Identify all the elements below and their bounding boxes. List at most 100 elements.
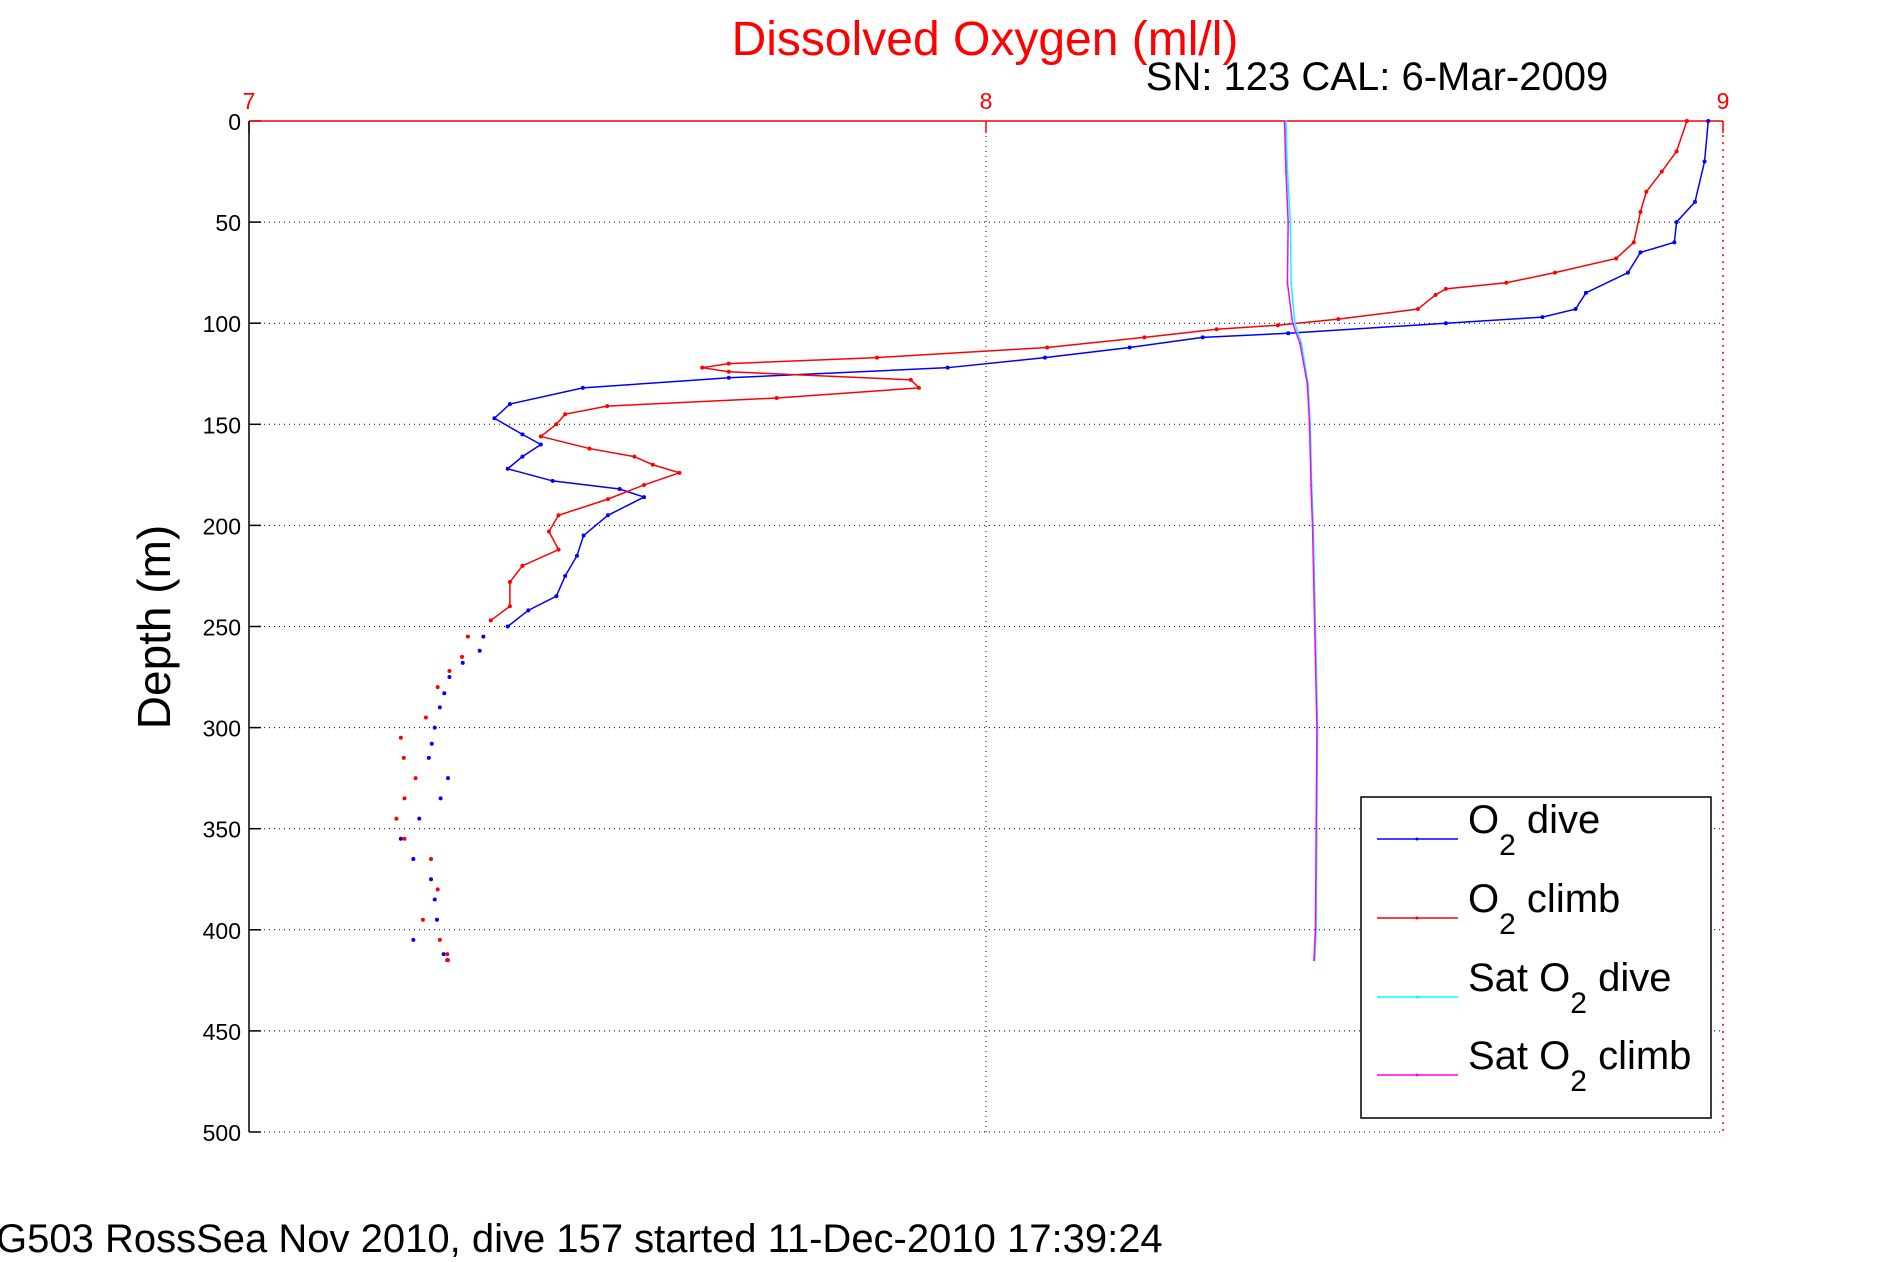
legend-marker [1415, 1073, 1419, 1077]
data-point [1142, 335, 1147, 340]
data-point [447, 668, 452, 673]
y-tick-label: 350 [203, 817, 241, 843]
y-tick-label: 0 [228, 109, 241, 135]
data-point [437, 705, 442, 710]
data-point [1286, 331, 1291, 336]
data-point [1284, 120, 1287, 122]
data-point [587, 446, 592, 451]
data-point [411, 937, 416, 942]
y-tick-label: 150 [203, 412, 241, 438]
data-point [438, 796, 443, 801]
footer-text: G503 RossSea Nov 2010, dive 157 started … [0, 1217, 1163, 1261]
data-point [420, 917, 425, 922]
data-point [1298, 342, 1301, 345]
data-point [1659, 169, 1664, 174]
data-point [488, 618, 493, 623]
data-point [520, 563, 525, 568]
data-point [481, 634, 486, 639]
data-point [1283, 120, 1286, 122]
series-line [1283, 120, 1318, 961]
series-sat-o2-dive [1284, 120, 1319, 962]
x-tick-label: 7 [243, 88, 256, 114]
data-point [916, 385, 921, 390]
data-point [605, 404, 610, 409]
data-point [432, 725, 437, 730]
data-point [442, 691, 447, 696]
data-point [580, 385, 585, 390]
data-point [423, 715, 428, 720]
data-point [1674, 149, 1679, 154]
data-point [554, 422, 559, 427]
data-point [538, 442, 543, 447]
data-point [411, 857, 416, 862]
data-point [429, 741, 434, 746]
series-o2-dive [398, 119, 1711, 963]
data-point [434, 917, 439, 922]
data-point [441, 952, 446, 957]
data-point [1290, 281, 1293, 284]
data-point [1552, 270, 1557, 275]
data-point [435, 887, 440, 892]
data-point [1291, 322, 1294, 325]
data-point [1644, 189, 1649, 194]
data-point [1443, 286, 1448, 291]
data-point [1443, 321, 1448, 326]
axes: 0 50 100 150 200 250 300 350 400 450 500 7 8 9 [203, 88, 1730, 1146]
data-point [574, 553, 579, 558]
legend-label: Sat O2 dive [1468, 956, 1671, 1020]
series-sat-o2-climb [1283, 120, 1318, 962]
data-point [1127, 345, 1132, 350]
data-point [394, 816, 399, 821]
legend-label-part: 2 [1570, 987, 1587, 1020]
data-point [563, 573, 568, 578]
legend-box [1360, 796, 1712, 1119]
data-point [1313, 625, 1316, 628]
series-group [394, 119, 1711, 963]
legend-label-part: Sat O [1468, 1034, 1570, 1078]
data-point [1504, 280, 1509, 285]
data-point [1286, 281, 1289, 284]
data-point [1631, 240, 1636, 245]
data-point [908, 377, 913, 382]
data-point [1684, 119, 1689, 123]
y-tick-label: 500 [203, 1120, 241, 1146]
data-point [1672, 240, 1677, 245]
legend-marker [1415, 837, 1419, 841]
data-point [459, 654, 464, 659]
data-point [546, 529, 551, 534]
legend-label-part: climb [1587, 1034, 1691, 1078]
data-point [460, 660, 465, 665]
data-point [417, 816, 422, 821]
data-point [605, 497, 610, 502]
data-point [650, 462, 655, 467]
data-point [1311, 524, 1314, 527]
grid [249, 121, 1723, 1133]
data-point [1702, 159, 1707, 164]
data-point [581, 533, 586, 538]
data-point [520, 454, 525, 459]
data-point [1315, 726, 1318, 729]
data-point [492, 416, 497, 421]
data-point [505, 624, 510, 629]
data-point [1308, 423, 1311, 426]
data-point [1638, 250, 1643, 255]
data-point [1300, 342, 1303, 345]
data-point [1573, 307, 1578, 312]
legend-marker [1415, 916, 1419, 920]
data-point [1540, 315, 1545, 320]
data-point [402, 796, 407, 801]
legend-label-part: dive [1516, 798, 1601, 842]
x-tick-label: 9 [1717, 88, 1730, 114]
data-point [526, 608, 531, 613]
data-point [1674, 220, 1679, 225]
data-point [1284, 170, 1287, 173]
chart-title: Dissolved Oxygen (ml/l) [732, 13, 1239, 66]
data-point [563, 412, 568, 417]
data-point [874, 355, 879, 360]
data-point [1625, 270, 1630, 275]
data-point [435, 685, 440, 690]
data-point [1287, 221, 1290, 224]
series-line [493, 120, 1710, 628]
legend-label-part: O [1468, 877, 1499, 921]
